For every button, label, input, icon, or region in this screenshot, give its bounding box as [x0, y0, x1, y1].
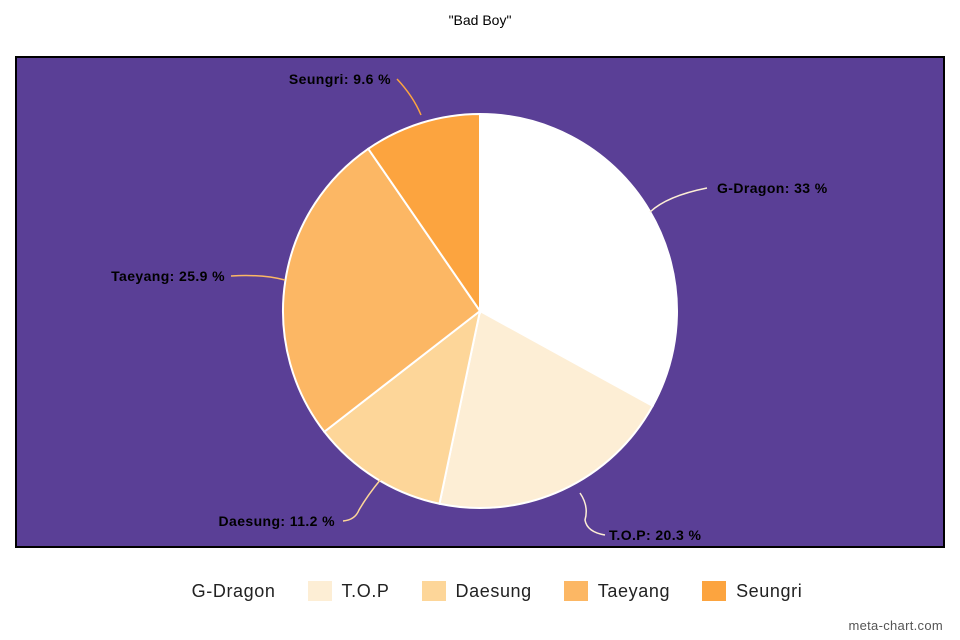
pie-slice-seungri — [366, 112, 481, 315]
legend-swatch — [157, 581, 182, 601]
legend-item[interactable]: G-Dragon — [157, 580, 276, 602]
legend-swatch — [563, 581, 588, 601]
legend-swatch — [307, 581, 332, 601]
legend-label: Daesung — [455, 580, 532, 601]
leader-line — [342, 478, 382, 522]
pie-slice-taeyang — [282, 147, 482, 434]
plot-area: G-Dragon: 33 % T.O.P: 20.3 % Daesung: 11.2… — [15, 56, 945, 548]
legend-swatch — [702, 581, 727, 601]
slice-label: G-Dragon: 33 % — [717, 180, 828, 196]
legend-item[interactable]: Daesung — [421, 580, 532, 602]
legend-label: Seungri — [736, 580, 803, 601]
leader-line — [649, 187, 708, 213]
legend-item[interactable]: T.O.P — [307, 580, 390, 602]
pie-chart: G-Dragon: 33 % T.O.P: 20.3 % Daesung: 11.2… — [111, 71, 828, 543]
pie-slice-t-o-p — [438, 309, 654, 509]
slice-label: T.O.P: 20.3 % — [609, 527, 701, 543]
leader-line — [579, 492, 606, 536]
leader-line — [396, 78, 422, 116]
legend-label: T.O.P — [341, 580, 390, 601]
leader-line — [230, 274, 286, 281]
pie-slice-g-dragon — [479, 112, 678, 408]
slice-label: Taeyang: 25.9 % — [111, 268, 225, 284]
slice-label: Seungri: 9.6 % — [289, 71, 391, 87]
legend: G-Dragon T.O.P Daesung Taeyang Seungri — [0, 576, 960, 606]
legend-label: G-Dragon — [191, 580, 276, 601]
legend-swatch — [421, 581, 446, 601]
watermark: meta-chart.com — [848, 618, 943, 633]
legend-label: Taeyang — [597, 580, 671, 601]
legend-item[interactable]: Seungri — [702, 581, 802, 602]
pie-slice-daesung — [322, 308, 482, 505]
chart-title: "Bad Boy" — [448, 12, 512, 28]
slice-label: Daesung: 11.2 % — [219, 513, 336, 529]
legend-item[interactable]: Taeyang — [563, 580, 671, 602]
